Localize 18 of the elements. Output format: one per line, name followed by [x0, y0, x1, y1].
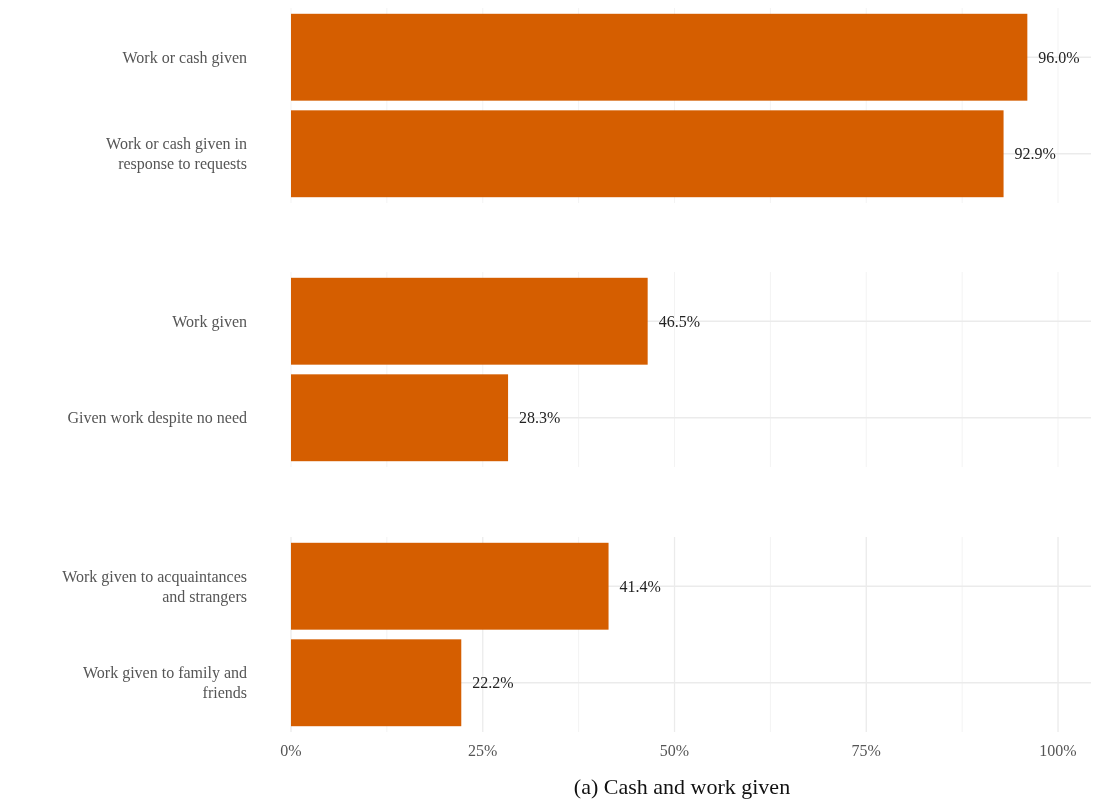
- data-label: 96.0%: [1038, 48, 1080, 66]
- x-tick-label: 100%: [1039, 742, 1077, 759]
- y-tick-label: Work given: [172, 312, 247, 331]
- x-tick-label: 50%: [659, 742, 690, 759]
- y-tick-label: Work given to acquaintances and strangers: [62, 567, 247, 606]
- x-tick-label: 0%: [280, 742, 302, 759]
- data-label: 28.3%: [519, 409, 561, 427]
- y-tick-label: Work given to family and friends: [82, 664, 247, 702]
- data-label: 22.2%: [472, 674, 514, 692]
- y-tick-label: Given work despite no need: [67, 409, 247, 428]
- x-tick-label: 75%: [851, 742, 881, 759]
- text: (a) Cash and work given: [573, 774, 791, 799]
- x-tick-label: 25%: [468, 742, 498, 759]
- data-label: 46.5%: [658, 312, 700, 330]
- data-label: 92.9%: [1014, 145, 1056, 163]
- y-tick-label: Work or cash given: [122, 48, 247, 67]
- y-tick-label: Work or cash given in response to requests: [106, 135, 247, 174]
- data-label: 41.4%: [619, 577, 661, 595]
